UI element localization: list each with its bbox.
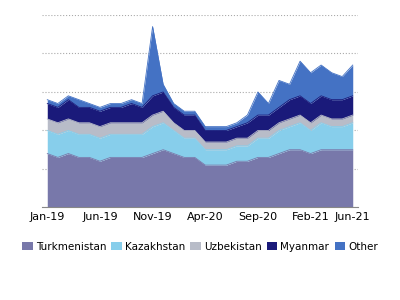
Legend: Turkmenistan, Kazakhstan, Uzbekistan, Myanmar, Other: Turkmenistan, Kazakhstan, Uzbekistan, My… [18, 238, 382, 256]
